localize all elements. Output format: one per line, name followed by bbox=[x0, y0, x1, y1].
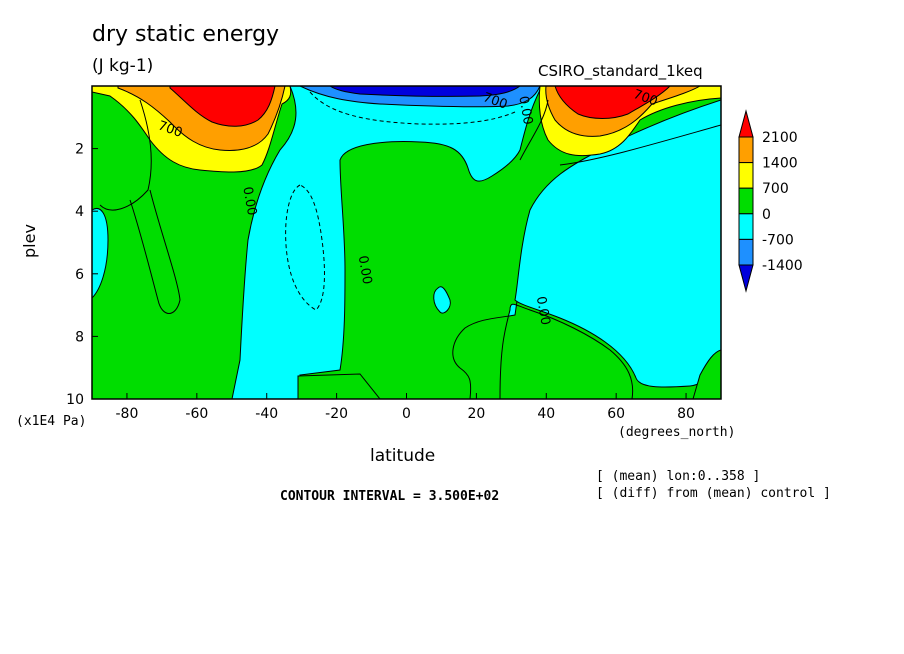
colorbar-label: -1400 bbox=[762, 258, 803, 274]
colorbar-label: 2100 bbox=[762, 130, 798, 146]
x-tick-label: 20 bbox=[467, 406, 485, 422]
field-cyan-eq-pocket bbox=[433, 286, 451, 314]
colorbar-label: 0 bbox=[762, 207, 771, 223]
colorbar-segment bbox=[738, 136, 754, 164]
field-cyan-sw-pocket bbox=[92, 208, 109, 299]
y-tick-label: 6 bbox=[75, 267, 84, 283]
x-tick-label: -60 bbox=[185, 406, 208, 422]
contour-field bbox=[92, 86, 721, 399]
y-axis-unit: (x1E4 Pa) bbox=[16, 414, 87, 429]
field-red-nh bbox=[554, 86, 671, 119]
colorbar-label: 1400 bbox=[762, 156, 798, 172]
y-axis-ticks: 2 4 6 8 10 bbox=[66, 142, 98, 408]
colorbar-bottom-triangle bbox=[738, 264, 754, 293]
chart-units: (J kg-1) bbox=[92, 56, 154, 76]
x-tick-label: -20 bbox=[325, 406, 348, 422]
colorbar-segment bbox=[738, 213, 754, 240]
x-axis-label: latitude bbox=[370, 446, 436, 466]
x-tick-label: 40 bbox=[537, 406, 555, 422]
contour-label: 0.00 bbox=[355, 255, 375, 286]
colorbar-segment bbox=[738, 162, 754, 189]
x-tick-label: 60 bbox=[607, 406, 625, 422]
field-green-se bbox=[692, 349, 721, 399]
x-tick-label: 80 bbox=[677, 406, 695, 422]
x-axis-ticks: -80 -60 -40 -20 0 20 40 60 80 bbox=[116, 393, 695, 422]
y-tick-label: 2 bbox=[75, 142, 84, 158]
y-tick-label: 4 bbox=[75, 204, 84, 220]
colorbar-segment bbox=[738, 238, 754, 266]
field-green-bottom bbox=[297, 373, 381, 399]
x-tick-label: -80 bbox=[116, 406, 139, 422]
y-tick-label: 8 bbox=[75, 329, 84, 345]
contour-line-pos-nh bbox=[519, 99, 721, 166]
colorbar-label: -700 bbox=[762, 232, 794, 248]
x-tick-label: 0 bbox=[402, 406, 411, 422]
model-name: CSIRO_standard_1keq bbox=[538, 62, 703, 80]
note-diff: [ (diff) from (mean) control ] bbox=[596, 486, 831, 501]
colorbar-segment bbox=[738, 187, 754, 215]
note-mean: [ (mean) lon:0..358 ] bbox=[596, 469, 761, 484]
x-axis-unit: (degrees_north) bbox=[618, 425, 736, 440]
contour-line-neg-sh bbox=[285, 184, 325, 311]
field-red-sh bbox=[169, 86, 276, 127]
colorbar-label: 700 bbox=[762, 181, 789, 197]
contour-line-pos-sh bbox=[99, 99, 181, 314]
contour-label: 0.00 bbox=[239, 186, 259, 217]
y-tick-label: 10 bbox=[66, 392, 84, 408]
colorbar-top-triangle bbox=[738, 109, 754, 138]
contour-label: 0.00 bbox=[515, 95, 535, 126]
x-tick-label: -40 bbox=[255, 406, 278, 422]
field-darkblue-top bbox=[329, 86, 521, 97]
contour-label: 0.00 bbox=[533, 295, 553, 326]
contour-interval-text: CONTOUR INTERVAL = 3.500E+02 bbox=[280, 489, 500, 504]
chart-title: dry static energy bbox=[92, 22, 280, 47]
colorbar: 2100 1400 700 0 -700 -1400 bbox=[738, 109, 803, 293]
y-axis-label: plev bbox=[20, 224, 39, 258]
